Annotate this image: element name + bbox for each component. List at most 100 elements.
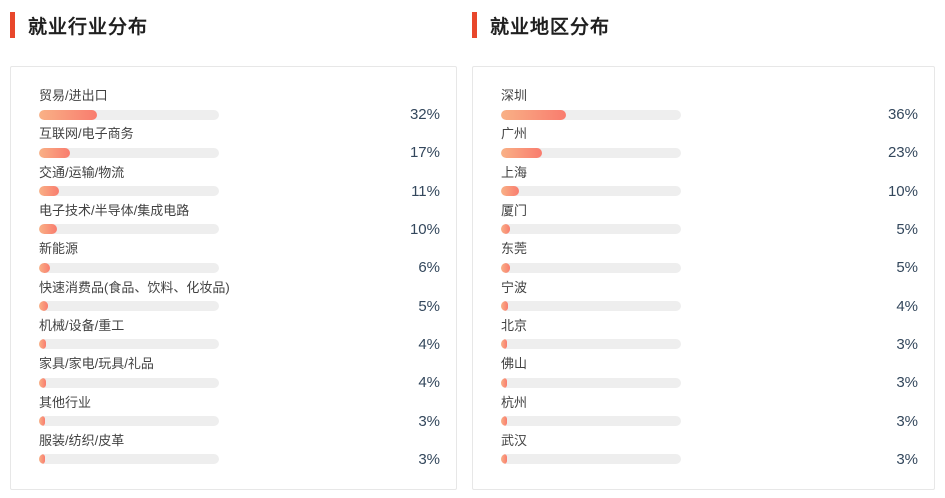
bar-line: 5% bbox=[501, 257, 918, 278]
chart-row: 杭州 3% bbox=[501, 394, 918, 431]
bar-track bbox=[39, 147, 219, 158]
bar-track bbox=[501, 301, 681, 312]
category-label: 贸易/进出口 bbox=[39, 88, 108, 103]
accent-bar-icon bbox=[472, 12, 477, 38]
bar-line: 3% bbox=[501, 449, 918, 470]
bar-line: 3% bbox=[501, 411, 918, 432]
chart-row: 上海 10% bbox=[501, 164, 918, 201]
bar-fill bbox=[501, 262, 510, 273]
chart-row: 快速消费品(食品、饮料、化妆品) 5% bbox=[39, 279, 440, 316]
bar-fill bbox=[501, 186, 519, 197]
bar-fill bbox=[501, 224, 510, 235]
bar-fill bbox=[39, 377, 47, 388]
category-label: 快速消费品(食品、饮料、化妆品) bbox=[39, 279, 230, 295]
chart-row: 交通/运输/物流 11% bbox=[39, 164, 440, 201]
percent-value: 4% bbox=[896, 297, 918, 315]
region-section-header: 就业地区分布 bbox=[472, 10, 935, 40]
bar-line: 23% bbox=[501, 142, 918, 163]
bar-track bbox=[501, 416, 681, 427]
bar-track bbox=[39, 416, 219, 427]
category-label: 新能源 bbox=[39, 241, 79, 257]
bar-line: 3% bbox=[39, 449, 440, 470]
accent-bar-icon bbox=[10, 12, 15, 38]
category-label: 互联网/电子商务 bbox=[39, 126, 134, 142]
chart-row: 佛山 3% bbox=[501, 355, 918, 392]
bar-line: 10% bbox=[39, 219, 440, 240]
category-label: 北京 bbox=[501, 317, 528, 333]
region-bar-chart: 深圳 36% 广州 23% 上海 10% 厦门 bbox=[501, 87, 918, 469]
chart-row: 电子技术/半导体/集成电路 10% bbox=[39, 202, 440, 239]
percent-value: 3% bbox=[418, 412, 440, 430]
chart-row: 机械/设备/重工 4% bbox=[39, 317, 440, 354]
category-label: 武汉 bbox=[501, 432, 528, 448]
bar-fill bbox=[39, 224, 57, 235]
chart-row: 北京 3% bbox=[501, 317, 918, 354]
region-distribution-section: 就业地区分布 深圳 36% 广州 23% 上海 10% bbox=[472, 0, 935, 490]
chart-row: 服装/纺织/皮革 3% bbox=[39, 432, 440, 469]
percent-value: 10% bbox=[409, 220, 440, 238]
bar-track bbox=[501, 109, 681, 120]
bar-fill bbox=[39, 109, 97, 120]
percent-value: 6% bbox=[418, 259, 440, 277]
category-label: 深圳 bbox=[501, 88, 528, 103]
bar-line: 11% bbox=[39, 181, 440, 202]
bar-line: 17% bbox=[39, 142, 440, 163]
chart-row: 东莞 5% bbox=[501, 240, 918, 277]
bar-track bbox=[39, 377, 219, 388]
bar-line: 5% bbox=[501, 219, 918, 240]
bar-line: 6% bbox=[39, 257, 440, 278]
region-section-title: 就业地区分布 bbox=[490, 16, 611, 38]
industry-section-title: 就业行业分布 bbox=[28, 16, 149, 38]
chart-row: 深圳 36% bbox=[501, 87, 918, 124]
bar-track bbox=[501, 454, 681, 465]
bar-fill bbox=[501, 109, 566, 120]
chart-row: 武汉 3% bbox=[501, 432, 918, 469]
bar-track bbox=[501, 186, 681, 197]
percent-value: 4% bbox=[418, 374, 440, 392]
bar-line: 4% bbox=[501, 296, 918, 317]
bar-fill bbox=[39, 454, 45, 465]
category-label: 宁波 bbox=[501, 279, 528, 295]
chart-row: 贸易/进出口 32% bbox=[39, 87, 440, 124]
category-label: 上海 bbox=[501, 164, 528, 180]
bar-line: 3% bbox=[39, 411, 440, 432]
bar-line: 4% bbox=[39, 334, 440, 355]
bar-track bbox=[39, 224, 219, 235]
bar-fill bbox=[501, 377, 507, 388]
bar-track bbox=[501, 224, 681, 235]
category-label: 家具/家电/玩具/礼品 bbox=[39, 356, 154, 372]
percent-value: 5% bbox=[896, 259, 918, 277]
percent-value: 5% bbox=[418, 297, 440, 315]
bar-track bbox=[501, 147, 681, 158]
percent-value: 5% bbox=[896, 220, 918, 238]
category-label: 电子技术/半导体/集成电路 bbox=[39, 202, 190, 218]
percent-value: 23% bbox=[887, 144, 918, 162]
bar-line: 32% bbox=[39, 104, 440, 125]
bar-fill bbox=[39, 147, 70, 158]
percent-value: 10% bbox=[887, 182, 918, 200]
industry-section-header: 就业行业分布 bbox=[10, 10, 457, 40]
chart-row: 广州 23% bbox=[501, 125, 918, 162]
bar-fill bbox=[501, 416, 507, 427]
bar-track bbox=[39, 186, 219, 197]
category-label: 机械/设备/重工 bbox=[39, 317, 125, 333]
chart-row: 家具/家电/玩具/礼品 4% bbox=[39, 355, 440, 392]
industry-bar-chart: 贸易/进出口 32% 互联网/电子商务 17% 交通/运输/物流 11% 电子技… bbox=[39, 87, 440, 469]
percent-value: 32% bbox=[409, 106, 440, 123]
bar-line: 10% bbox=[501, 181, 918, 202]
bar-track bbox=[39, 339, 219, 350]
bar-track bbox=[39, 109, 219, 120]
bar-line: 4% bbox=[39, 372, 440, 393]
category-label: 厦门 bbox=[501, 202, 528, 218]
chart-row: 新能源 6% bbox=[39, 240, 440, 277]
bar-fill bbox=[39, 416, 45, 427]
bar-fill bbox=[501, 339, 507, 350]
bar-fill bbox=[39, 301, 48, 312]
percent-value: 36% bbox=[887, 106, 918, 123]
industry-distribution-section: 就业行业分布 贸易/进出口 32% 互联网/电子商务 17% 交通/运输/物流 bbox=[10, 0, 457, 490]
category-label: 杭州 bbox=[501, 394, 528, 410]
bar-fill bbox=[39, 262, 50, 273]
chart-row: 互联网/电子商务 17% bbox=[39, 125, 440, 162]
